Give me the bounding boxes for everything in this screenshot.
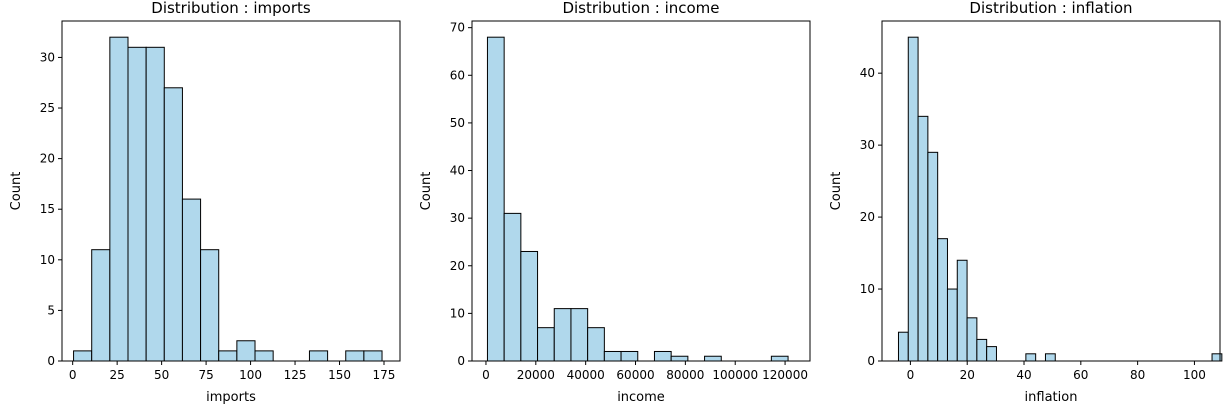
y-tick-label-imports-2: 10: [40, 253, 55, 267]
y-axis-label-income: Count: [419, 172, 434, 211]
bar-imports-0: [73, 350, 93, 362]
bar-inflation-13: [1025, 353, 1037, 362]
bar-income-6: [587, 327, 605, 362]
bar-income-2: [520, 250, 539, 362]
bar-imports-3: [127, 46, 147, 362]
y-tick-label-imports-4: 20: [40, 152, 55, 166]
x-tick-label-inflation-5: 100: [1183, 368, 1206, 382]
bar-income-5: [570, 308, 589, 362]
x-tick-label-income-1: 20000: [517, 368, 555, 382]
y-tick-label-imports-5: 25: [40, 101, 55, 115]
bar-inflation-8: [976, 338, 988, 362]
x-tick-label-imports-1: 25: [110, 368, 125, 382]
bar-income-1: [503, 212, 522, 362]
y-tick-label-income-0: 0: [457, 354, 465, 368]
y-tick-label-inflation-2: 20: [860, 210, 875, 224]
bar-imports-5: [163, 87, 183, 362]
histogram-inflation: 0 20 40 60 80 100 0 10 20 30 40 Distribution : infl…: [829, 0, 1223, 405]
x-tick-label-income-4: 80000: [666, 368, 704, 382]
x-tick-label-imports-3: 75: [198, 368, 213, 382]
x-tick-label-inflation-0: 0: [907, 368, 915, 382]
x-tick-label-income-3: 60000: [616, 368, 654, 382]
y-tick-label-income-6: 60: [450, 68, 465, 82]
x-tick-label-income-6: 120000: [762, 368, 808, 382]
bar-imports-8: [218, 350, 238, 362]
bar-imports-13: [308, 350, 329, 362]
x-tick-label-imports-4: 100: [239, 368, 262, 382]
chart-title-income: Distribution : income: [562, 0, 719, 17]
bar-income-13: [704, 355, 722, 362]
bar-inflation-15: [1044, 353, 1056, 362]
x-tick-label-imports-5: 125: [284, 368, 307, 382]
bar-inflation-2: [917, 115, 929, 362]
bar-inflation-9: [986, 346, 997, 362]
bar-imports-15: [345, 350, 365, 362]
bar-inflation-0: [897, 331, 909, 362]
bar-imports-9: [236, 340, 256, 362]
bar-income-10: [653, 350, 672, 362]
y-axis-label-inflation: Count: [829, 172, 844, 211]
x-tick-label-imports-6: 150: [328, 368, 351, 382]
bar-inflation-4: [937, 238, 948, 362]
bar-income-7: [603, 350, 622, 362]
plot-frame-imports: [61, 20, 401, 362]
bar-inflation-5: [946, 288, 958, 362]
bar-inflation-7: [966, 317, 978, 362]
y-tick-label-income-1: 10: [450, 306, 465, 320]
bar-imports-16: [363, 350, 383, 362]
bar-imports-1: [91, 249, 111, 362]
bar-inflation-3: [927, 151, 939, 362]
chart-title-inflation: Distribution : inflation: [969, 0, 1132, 17]
bar-imports-2: [109, 36, 129, 362]
bar-inflation-1: [907, 36, 919, 362]
x-tick-label-imports-2: 50: [154, 368, 169, 382]
x-tick-label-income-0: 0: [482, 368, 490, 382]
y-tick-label-inflation-3: 30: [860, 138, 875, 152]
y-tick-label-inflation-0: 0: [867, 354, 875, 368]
x-tick-label-income-2: 40000: [567, 368, 605, 382]
y-tick-label-imports-6: 30: [40, 50, 55, 64]
bar-imports-7: [200, 249, 220, 362]
y-tick-label-income-3: 30: [450, 211, 465, 225]
histogram-income: 0 20000 40000 60000 80000 100000 120000 0 10 20 30…: [419, 0, 811, 405]
chart-title-imports: Distribution : imports: [151, 0, 311, 17]
x-tick-label-inflation-1: 20: [960, 368, 975, 382]
x-axis-label-inflation: inflation: [1025, 390, 1078, 405]
bar-income-11: [670, 355, 689, 362]
bar-income-8: [620, 350, 639, 362]
x-tick-label-inflation-2: 40: [1016, 368, 1031, 382]
bar-imports-10: [254, 350, 274, 362]
x-axis-label-imports: imports: [206, 390, 256, 405]
bar-inflation-6: [956, 259, 968, 362]
y-tick-label-inflation-4: 40: [860, 66, 875, 80]
y-tick-label-income-7: 70: [450, 21, 465, 35]
y-axis-label-imports: Count: [9, 172, 24, 211]
bar-income-0: [486, 36, 505, 362]
y-tick-label-income-2: 20: [450, 259, 465, 273]
plot-frame-income: [471, 20, 811, 362]
x-tick-label-inflation-3: 60: [1073, 368, 1088, 382]
x-axis-label-income: income: [617, 390, 665, 405]
plot-frame-inflation: [881, 20, 1221, 362]
x-tick-label-imports-0: 0: [69, 368, 77, 382]
bar-imports-6: [181, 198, 202, 362]
bar-income-4: [553, 308, 572, 362]
bar-income-3: [537, 327, 555, 362]
histogram-imports: 0 25 50 75 100 125 150 175 0 5 10 15 20 25 30 Distribut…: [9, 0, 401, 405]
y-tick-label-income-4: 40: [450, 164, 465, 178]
bar-imports-4: [145, 46, 165, 362]
y-tick-label-imports-3: 15: [40, 202, 55, 216]
x-tick-label-imports-7: 175: [373, 368, 396, 382]
x-tick-label-income-5: 100000: [712, 368, 758, 382]
y-tick-label-income-5: 50: [450, 116, 465, 130]
y-tick-label-inflation-1: 10: [860, 282, 875, 296]
y-tick-label-imports-1: 5: [47, 303, 55, 317]
y-tick-label-imports-0: 0: [47, 354, 55, 368]
bar-income-17: [770, 355, 789, 362]
x-tick-label-inflation-4: 80: [1130, 368, 1145, 382]
